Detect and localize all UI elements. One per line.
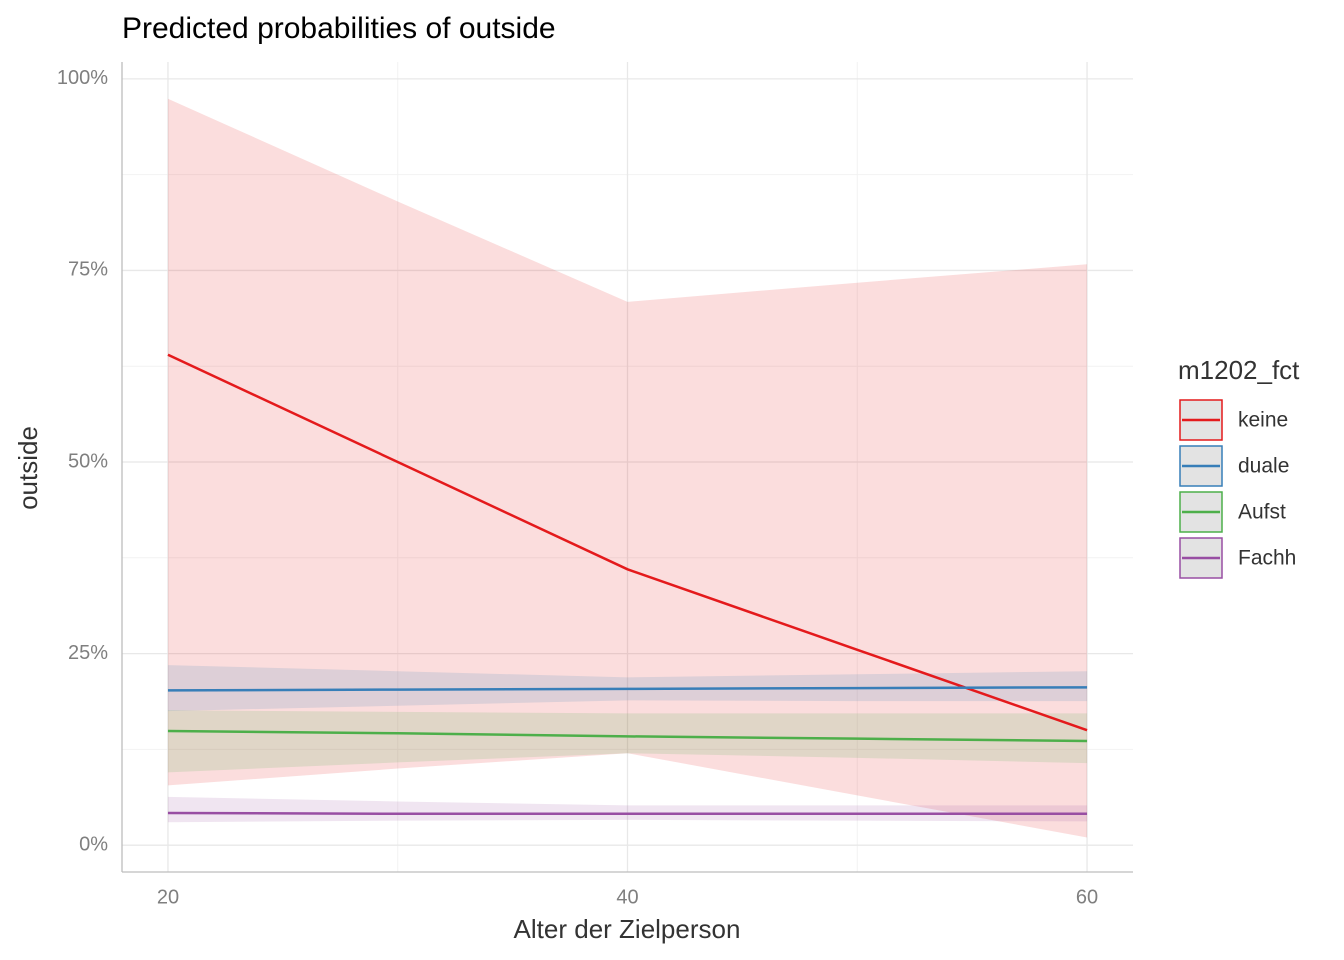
y-tick-label: 50%: [68, 450, 108, 472]
y-tick-label: 75%: [68, 259, 108, 281]
x-tick-label: 40: [616, 886, 638, 908]
legend-title: m1202_fct: [1178, 355, 1300, 385]
series-line: [167, 729, 1088, 743]
series-line: [167, 811, 1088, 816]
chart-title: Predicted probabilities of outside: [122, 12, 556, 45]
x-tick-label: 20: [157, 886, 179, 908]
y-tick-label: 25%: [68, 642, 108, 664]
plot-layer: [121, 62, 1133, 873]
series-line: [167, 686, 1088, 692]
confidence-band: [167, 98, 1088, 838]
confidence-band: [167, 796, 1088, 823]
legend-label: Fachh: [1238, 547, 1296, 570]
x-axis-title: Alter der Zielperson: [514, 914, 741, 944]
legend-label: keine: [1238, 409, 1288, 432]
legend-label: duale: [1238, 455, 1289, 478]
x-tick-label: 60: [1076, 886, 1098, 908]
y-tick-label: 100%: [57, 67, 108, 89]
series-line: [167, 353, 1088, 732]
y-tick-label: 0%: [79, 833, 108, 855]
y-axis-title: outside: [13, 426, 43, 510]
confidence-band: [167, 710, 1088, 773]
legend-label: Aufst: [1238, 501, 1286, 524]
